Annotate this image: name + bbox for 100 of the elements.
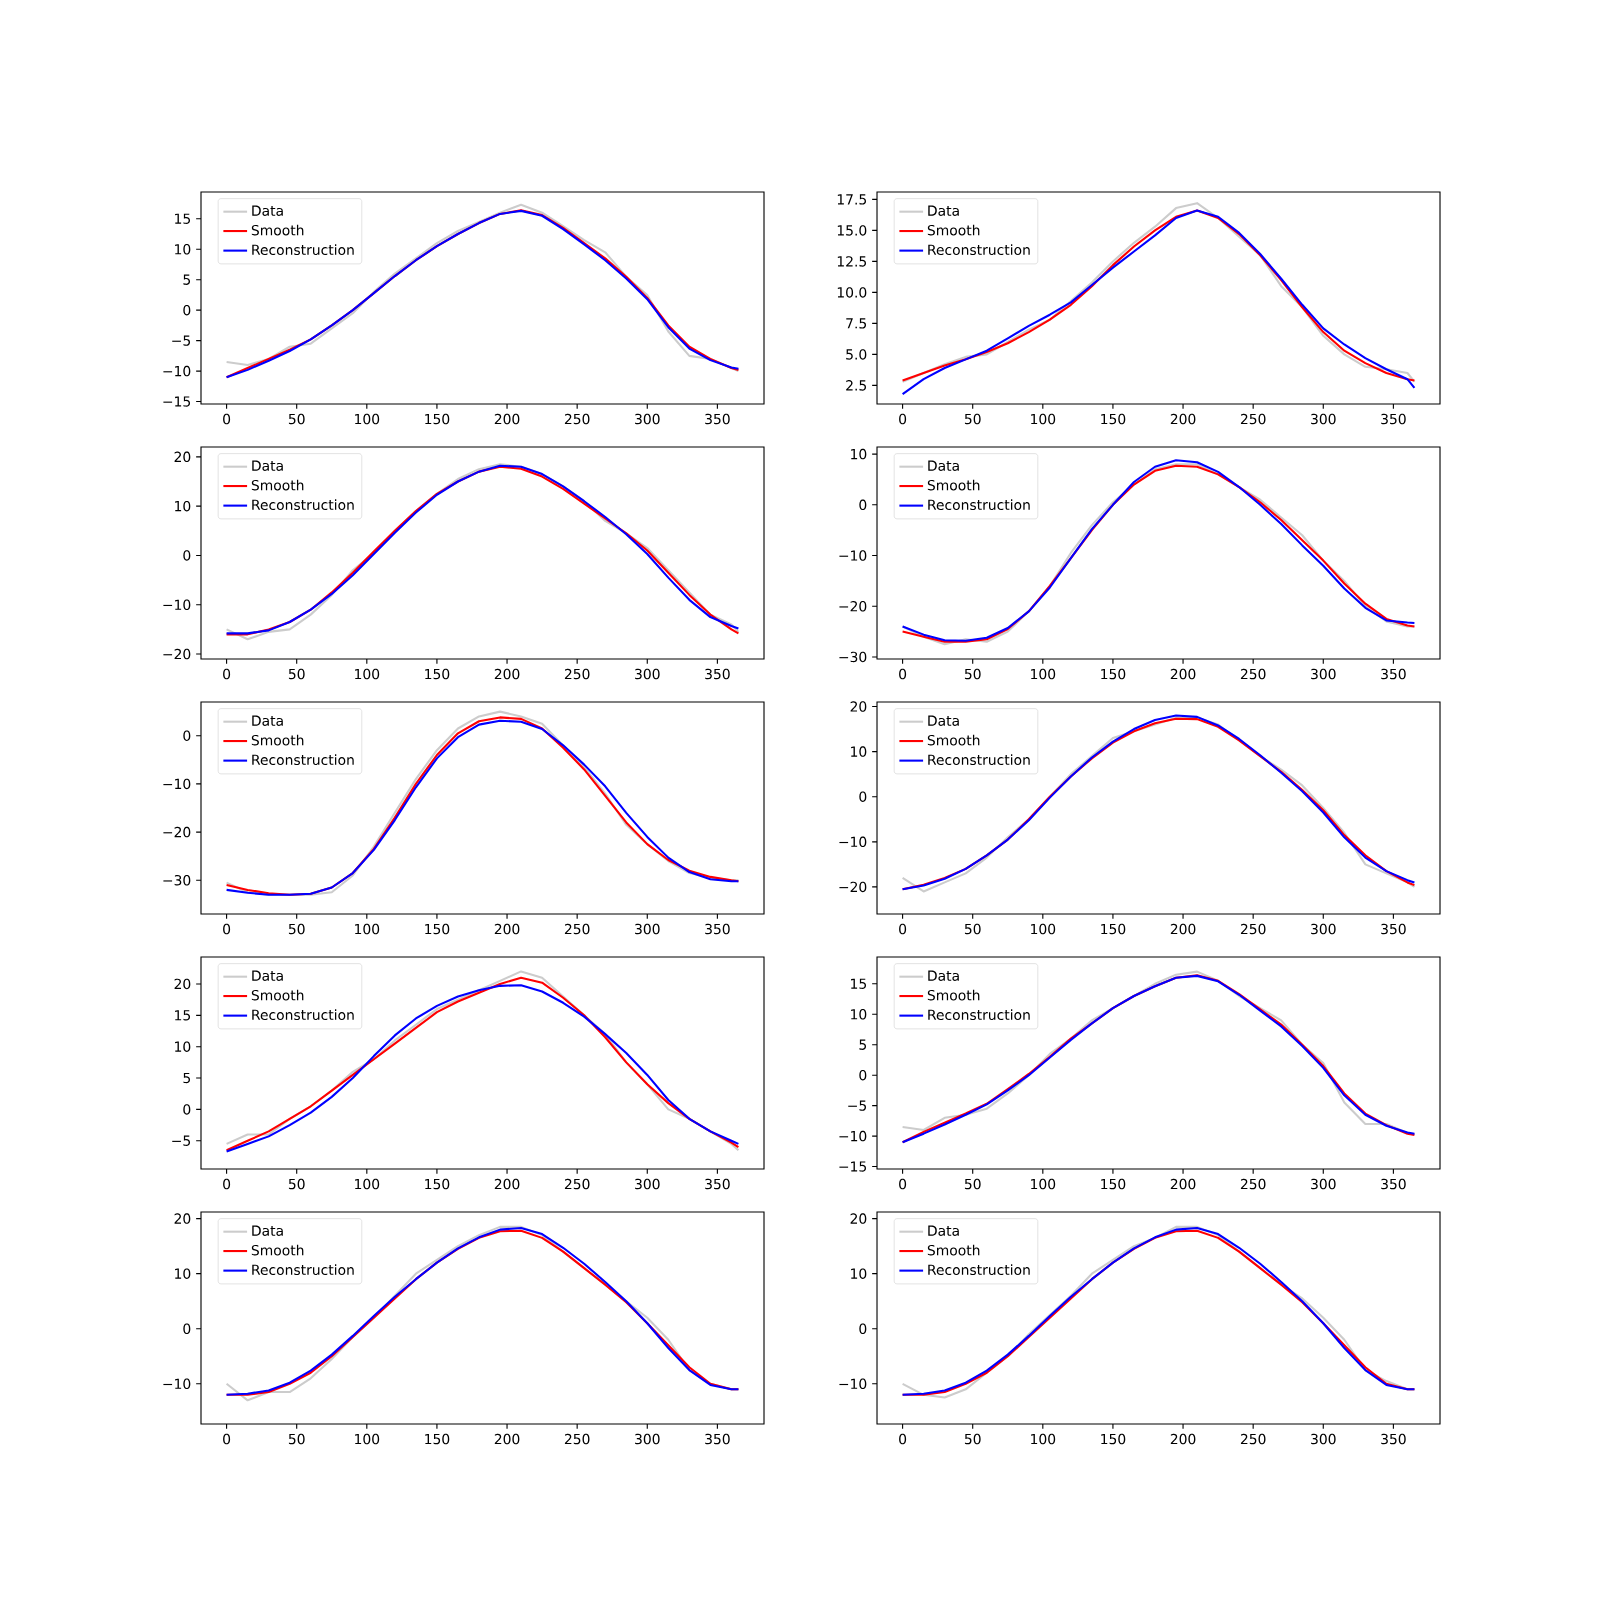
y-tick-label: 0 (183, 304, 191, 316)
x-tick-label: 300 (635, 1178, 660, 1190)
x-tick-label: 0 (223, 1433, 231, 1445)
x-tick-label: 100 (355, 413, 380, 425)
legend-label: Data (928, 460, 959, 471)
legend-label: Smooth (251, 734, 304, 746)
y-tick-label: 0 (183, 550, 191, 561)
y-tick-label: 15 (851, 978, 867, 989)
legend-label: Smooth (251, 479, 304, 491)
y-tick-label: −5 (172, 1135, 191, 1146)
x-tick-label: 0 (223, 413, 231, 425)
legend-label: Data (928, 1225, 959, 1236)
x-tick-label: 150 (1101, 413, 1126, 425)
y-tick-label: −5 (848, 1100, 867, 1111)
y-tick-label: 0 (183, 730, 191, 741)
y-tick-label: −5 (172, 335, 191, 346)
x-tick-label: 0 (223, 1178, 231, 1190)
legend-label: Smooth (251, 989, 304, 1001)
legend-label: Data (252, 460, 283, 471)
x-tick-label: 100 (355, 668, 380, 680)
y-tick-label: 10.0 (837, 287, 867, 298)
legend-label: Data (252, 715, 283, 726)
y-tick-label: 5.0 (846, 349, 867, 360)
legend-label: Reconstruction (252, 244, 354, 256)
y-tick-label: 10 (175, 500, 191, 512)
x-tick-label: 350 (705, 1433, 730, 1445)
x-tick-label: 100 (1031, 1433, 1056, 1445)
x-tick-label: 200 (494, 1433, 520, 1445)
x-tick-label: 200 (1170, 413, 1196, 425)
y-tick-label: 15.0 (837, 225, 867, 236)
y-tick-label: 20 (174, 978, 191, 990)
x-tick-label: 200 (494, 413, 520, 425)
y-tick-label: 20 (850, 1213, 867, 1224)
x-tick-label: 300 (1311, 923, 1336, 935)
x-tick-label: 50 (288, 1178, 305, 1190)
x-tick-label: 0 (223, 923, 231, 935)
x-tick-label: 100 (1031, 668, 1056, 680)
x-tick-label: 350 (705, 923, 730, 935)
x-tick-label: 50 (964, 1433, 981, 1445)
x-tick-label: 100 (1031, 413, 1056, 425)
y-tick-label: 0 (859, 1069, 867, 1081)
y-tick-label: 10 (175, 1268, 191, 1279)
legend-label: Reconstruction (928, 499, 1030, 511)
x-tick-label: 250 (1240, 923, 1266, 935)
x-tick-label: 250 (564, 1433, 590, 1445)
y-tick-label: 0 (859, 791, 867, 802)
x-tick-label: 0 (223, 668, 231, 680)
y-tick-label: 10 (175, 243, 191, 255)
x-tick-label: 250 (1240, 413, 1266, 425)
x-tick-label: 350 (1381, 923, 1406, 935)
legend-label: Reconstruction (928, 244, 1030, 256)
x-tick-label: 150 (1101, 923, 1126, 935)
x-tick-label: 200 (494, 668, 520, 680)
x-tick-label: 150 (425, 1433, 450, 1445)
x-tick-label: 300 (1311, 1178, 1336, 1190)
x-tick-label: 300 (635, 1433, 660, 1445)
legend-label: Smooth (927, 224, 980, 236)
y-tick-label: −10 (839, 1130, 867, 1142)
y-tick-label: 5 (183, 274, 191, 285)
x-tick-label: 150 (1101, 1178, 1126, 1190)
legend-label: Data (928, 205, 959, 216)
x-tick-label: 0 (899, 1433, 907, 1445)
y-tick-label: 20 (850, 701, 867, 712)
legend-label: Reconstruction (252, 1009, 354, 1021)
x-tick-label: 150 (425, 413, 450, 425)
legend-label: Smooth (927, 1244, 980, 1256)
y-tick-label: 0 (859, 499, 867, 511)
y-tick-label: 20 (174, 1213, 191, 1224)
x-tick-label: 150 (425, 1178, 450, 1190)
y-tick-label: −10 (839, 1378, 867, 1390)
x-tick-label: 100 (355, 1433, 380, 1445)
y-tick-label: 7.5 (846, 318, 867, 329)
y-tick-label: −30 (163, 875, 191, 886)
x-tick-label: 200 (494, 923, 520, 935)
x-tick-label: 300 (635, 923, 660, 935)
x-tick-label: 250 (1240, 1178, 1266, 1190)
legend-label: Smooth (927, 479, 980, 491)
x-tick-label: 250 (1240, 668, 1266, 680)
x-tick-label: 150 (425, 668, 450, 680)
y-tick-label: 10 (851, 746, 867, 757)
y-tick-label: 17.5 (837, 194, 867, 205)
x-tick-label: 250 (1240, 1433, 1266, 1445)
x-tick-label: 300 (635, 668, 660, 680)
y-tick-label: −20 (163, 648, 191, 660)
y-tick-label: 5 (859, 1039, 867, 1050)
x-tick-label: 250 (564, 413, 590, 425)
y-tick-label: 0 (183, 1323, 191, 1334)
x-tick-label: 0 (899, 1178, 907, 1190)
x-tick-label: 150 (1101, 668, 1126, 680)
x-tick-label: 350 (1381, 413, 1406, 425)
x-tick-label: 50 (964, 923, 981, 935)
y-tick-label: 2.5 (846, 380, 867, 391)
x-tick-label: 50 (964, 413, 981, 425)
y-tick-label: 0 (859, 1323, 867, 1334)
x-tick-label: 300 (1311, 668, 1336, 680)
x-tick-label: 200 (1170, 668, 1196, 680)
legend-label: Smooth (927, 734, 980, 746)
legend-label: Reconstruction (252, 754, 354, 766)
y-tick-label: −10 (163, 778, 191, 790)
x-tick-label: 250 (564, 668, 590, 680)
